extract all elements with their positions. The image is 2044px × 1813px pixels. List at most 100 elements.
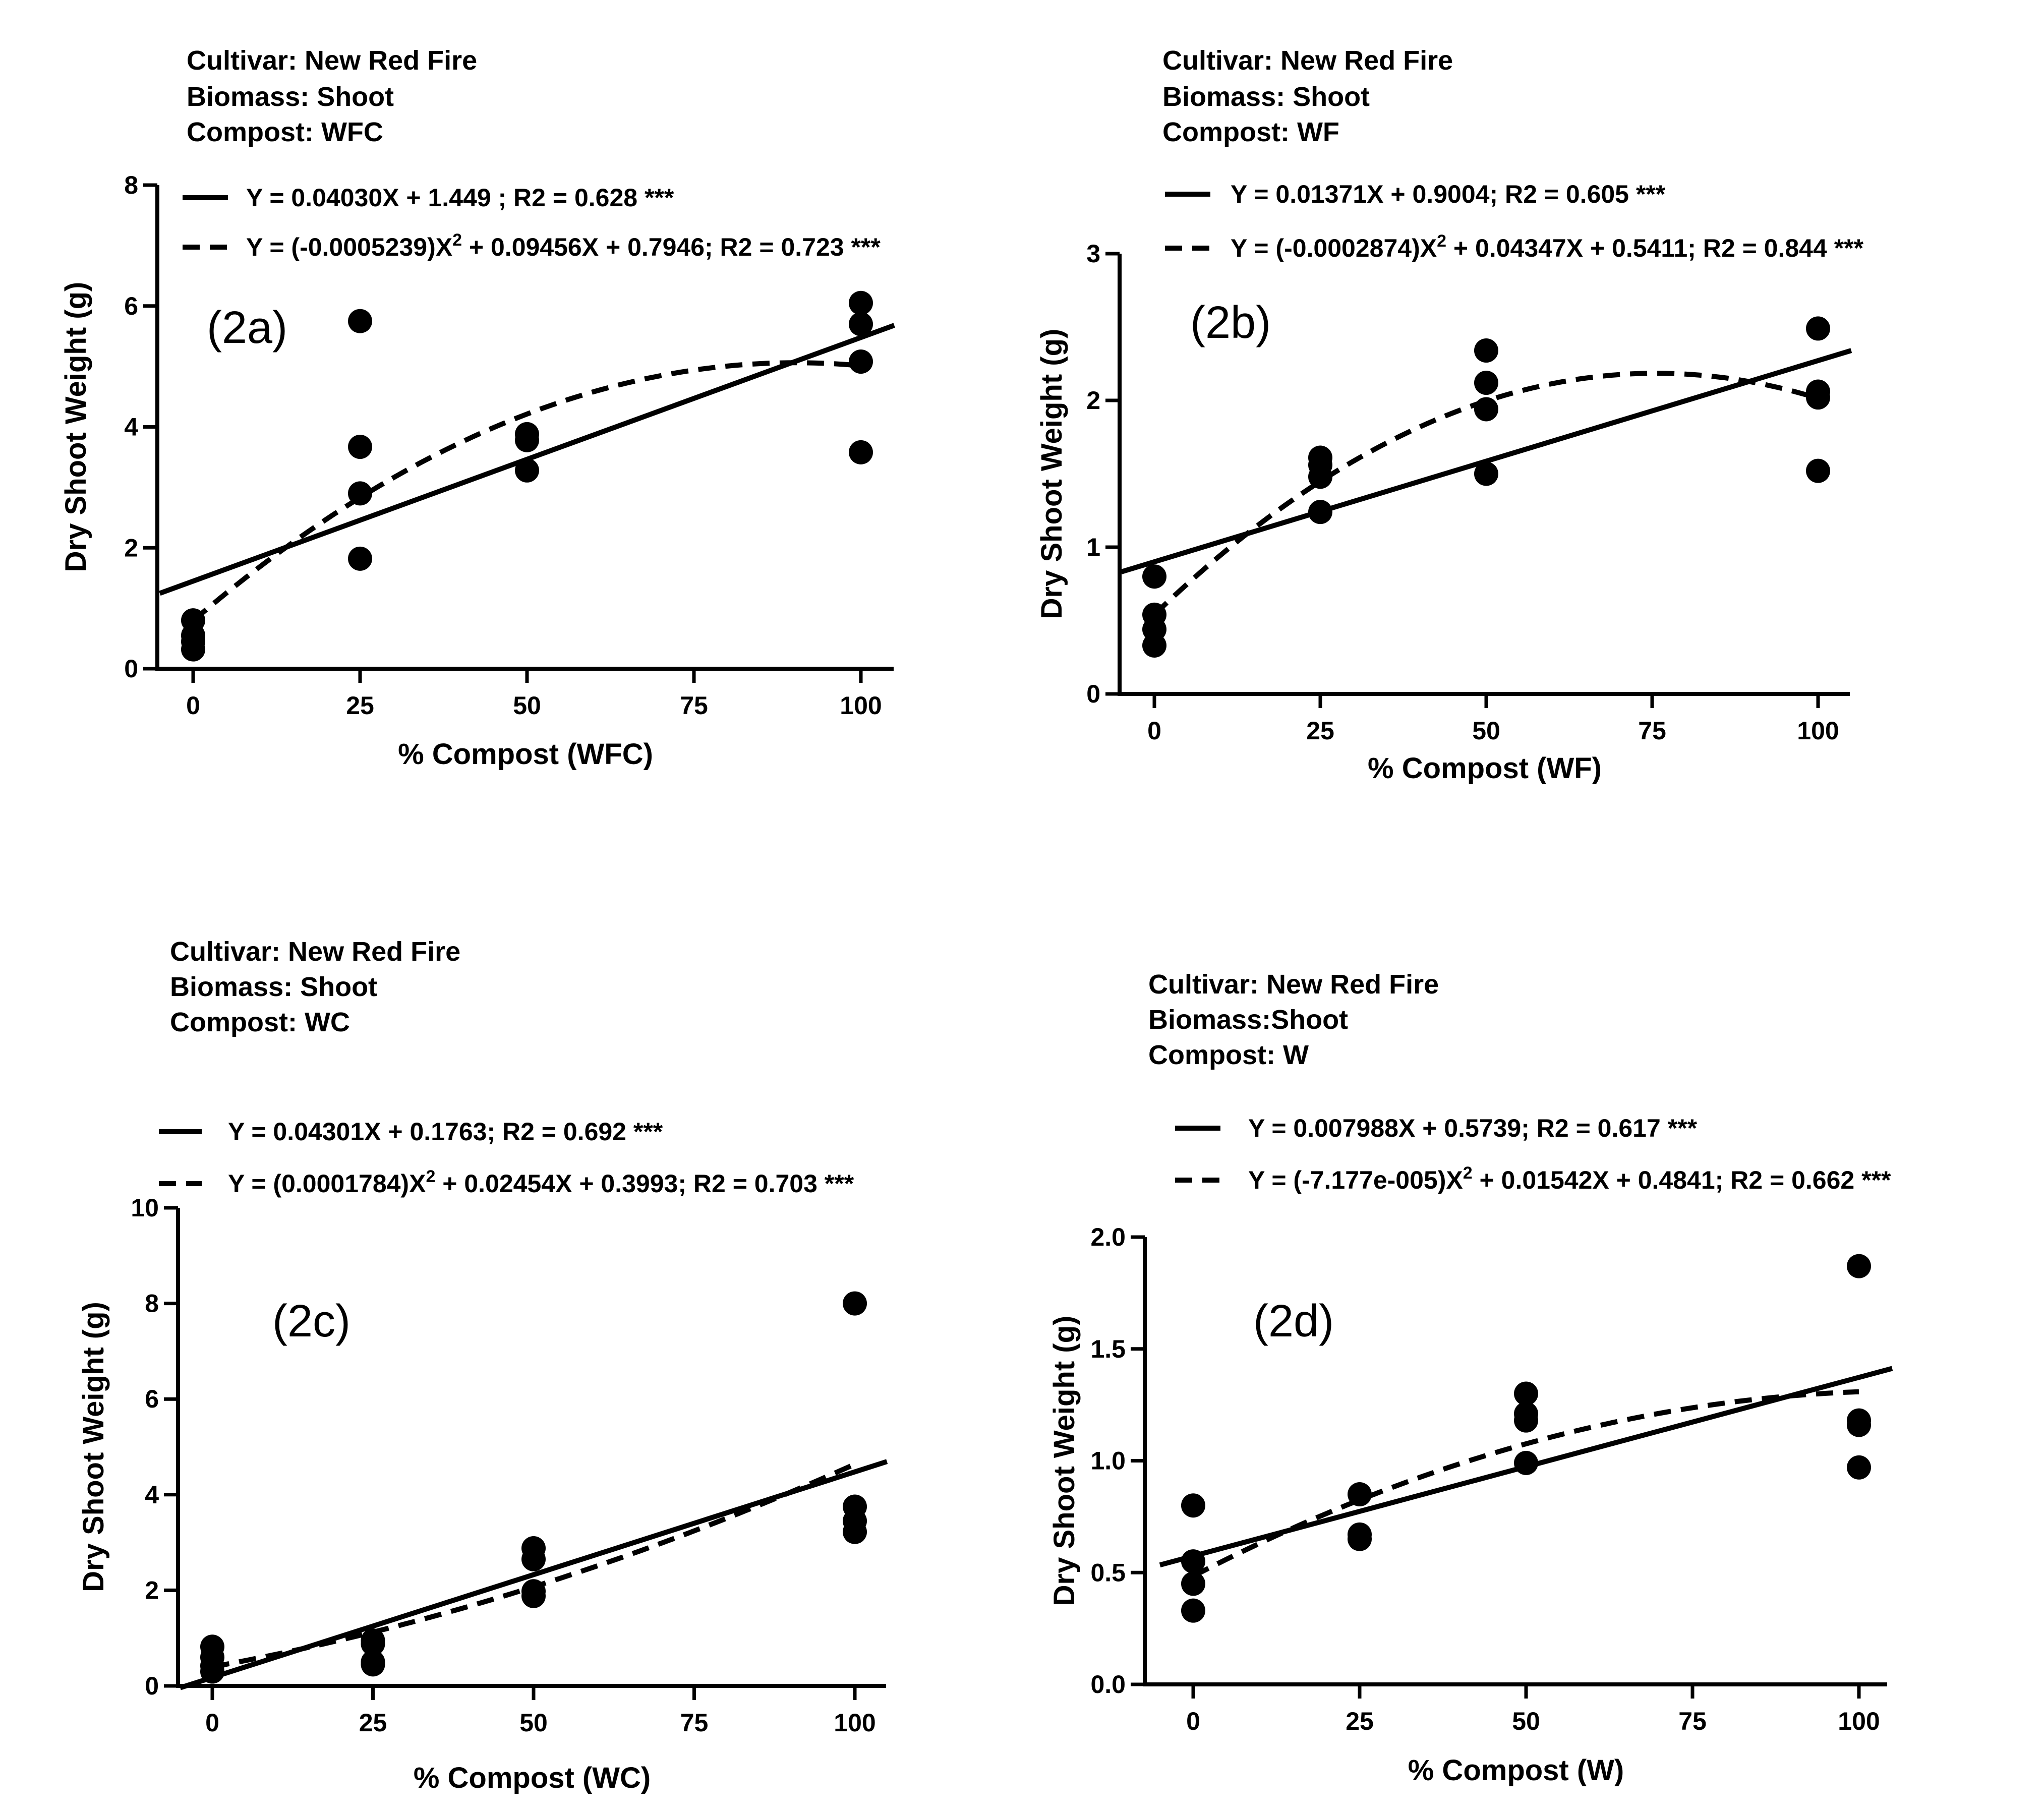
x-axis-label: % Compost (WFC) <box>398 738 653 771</box>
y-tick-label: 10 <box>131 1194 159 1222</box>
panel-header-line: Biomass: Shoot <box>187 82 394 112</box>
data-point <box>1847 1254 1871 1278</box>
panel-label: (2c) <box>272 1296 351 1347</box>
legend-entry: Y = (0.0001784)X2 + 0.02454X + 0.3993; R… <box>228 1167 854 1198</box>
legend-superscript: 2 <box>452 230 462 250</box>
x-tick-label: 75 <box>1678 1707 1707 1735</box>
data-point <box>1181 1549 1205 1574</box>
x-tick-label: 50 <box>513 691 541 720</box>
x-tick-label: 0 <box>1147 717 1161 745</box>
y-tick-label: 0 <box>1086 680 1100 708</box>
x-tick-label: 50 <box>519 1709 548 1737</box>
data-point <box>1142 564 1166 589</box>
legend-entry: Y = (-0.0002874)X2 + 0.04347X + 0.5411; … <box>1231 231 1864 262</box>
data-point <box>1847 1455 1871 1480</box>
panel-header-line: Biomass: Shoot <box>170 972 377 1002</box>
legend-text: Y = 0.007988X + 0.5739; R2 = 0.617 *** <box>1248 1114 1698 1142</box>
data-point <box>849 349 873 374</box>
data-point <box>843 1519 867 1544</box>
y-tick-label: 2 <box>145 1576 159 1604</box>
chart-panel-3: Cultivar: New Red Fire Biomass: Shoot Comp… <box>77 937 888 1794</box>
quadratic-fit-curve <box>191 360 861 623</box>
chart-panel-1: Cultivar: New Red Fire Biomass: Shoot Comp… <box>60 45 895 771</box>
data-point <box>361 1631 385 1656</box>
x-tick-label: 75 <box>680 691 708 720</box>
data-point <box>521 1584 546 1608</box>
legend-superscript: 2 <box>1463 1163 1473 1183</box>
y-tick-label: 6 <box>145 1385 159 1413</box>
panel-header-line: Compost: WF <box>1162 117 1339 147</box>
legend-text: Y = (0.0001784)X <box>228 1169 426 1198</box>
panel-label: (2b) <box>1190 298 1271 348</box>
legend-entry: Y = 0.04301X + 0.1763; R2 = 0.692 *** <box>228 1118 663 1146</box>
y-tick-label: 1.0 <box>1090 1447 1126 1475</box>
legend-text: Y = 0.01371X + 0.9004; R2 = 0.605 *** <box>1231 180 1666 208</box>
data-point <box>1474 397 1498 422</box>
data-point <box>1308 500 1332 524</box>
legend-text: Y = 0.04301X + 0.1763; R2 = 0.692 *** <box>228 1118 663 1146</box>
y-tick-label: 3 <box>1086 240 1100 268</box>
data-point <box>200 1659 224 1684</box>
legend-text: Y = (-0.0005239)X <box>246 233 452 261</box>
legend-text-rest: + 0.02454X + 0.3993; R2 = 0.703 *** <box>435 1169 854 1198</box>
y-tick-label: 1.5 <box>1090 1335 1126 1363</box>
data-point <box>1847 1413 1871 1437</box>
x-axis-label: % Compost (WC) <box>414 1762 651 1794</box>
x-tick-label: 50 <box>1472 717 1500 745</box>
data-point <box>181 637 205 662</box>
data-point <box>849 290 873 315</box>
data-point <box>1514 1381 1538 1406</box>
legend-text-rest: + 0.01542X + 0.4841; R2 = 0.662 *** <box>1473 1166 1891 1194</box>
y-tick-label: 4 <box>124 413 138 441</box>
legend-superscript: 2 <box>1437 231 1446 251</box>
y-tick-label: 0.5 <box>1090 1558 1126 1587</box>
panel-header-line: Biomass: Shoot <box>1162 82 1370 112</box>
legend-entry: Y = (-7.177e-005)X2 + 0.01542X + 0.4841;… <box>1248 1163 1891 1194</box>
y-tick-label: 4 <box>145 1481 159 1509</box>
data-point <box>1348 1527 1372 1551</box>
data-point <box>348 481 372 506</box>
y-tick-label: 1 <box>1086 533 1100 561</box>
data-point <box>1806 316 1830 341</box>
quadratic-fit-curve <box>1192 1389 1859 1578</box>
panel-header-line: Biomass:Shoot <box>1148 1005 1348 1035</box>
data-point <box>1514 1450 1538 1475</box>
legend-text: Y = (-7.177e-005)X <box>1248 1166 1463 1194</box>
data-point <box>1348 1482 1372 1507</box>
y-axis-label: Dry Shoot Weight (g) <box>1035 329 1068 619</box>
x-tick-label: 100 <box>834 1709 875 1737</box>
data-point <box>1181 1493 1205 1518</box>
panel-header-line: Compost: WC <box>170 1007 350 1037</box>
data-point <box>1806 385 1830 410</box>
data-point <box>348 435 372 459</box>
data-point <box>1474 371 1498 395</box>
x-tick-label: 0 <box>1186 1707 1200 1735</box>
panel-header-line: Cultivar: New Red Fire <box>1162 45 1453 76</box>
y-tick-label: 0 <box>124 655 138 683</box>
y-tick-label: 8 <box>145 1290 159 1318</box>
chart-panel-4: Cultivar: New Red Fire Biomass:Shoot Compo… <box>1048 969 1893 1787</box>
panel-header-line: Compost: W <box>1148 1040 1309 1070</box>
x-tick-label: 0 <box>186 691 200 720</box>
legend-entry: Y = 0.007988X + 0.5739; R2 = 0.617 *** <box>1248 1114 1698 1142</box>
y-tick-label: 6 <box>124 292 138 320</box>
data-point <box>1806 458 1830 483</box>
y-axis-label: Dry Shoot Weight (g) <box>77 1302 110 1592</box>
data-point <box>1181 1598 1205 1623</box>
x-tick-label: 25 <box>346 691 374 720</box>
x-tick-label: 100 <box>840 691 882 720</box>
x-tick-label: 75 <box>1638 717 1666 745</box>
data-point <box>1181 1571 1205 1596</box>
x-tick-label: 75 <box>680 1709 709 1737</box>
legend-text-rest: + 0.04347X + 0.5411; R2 = 0.844 *** <box>1446 234 1864 262</box>
data-point <box>348 309 372 333</box>
data-point <box>515 428 539 452</box>
data-point <box>849 440 873 464</box>
data-point <box>843 1291 867 1316</box>
y-axis-label: Dry Shoot Weight (g) <box>1048 1316 1081 1606</box>
legend-entry: Y = 0.01371X + 0.9004; R2 = 0.605 *** <box>1231 180 1666 208</box>
x-tick-label: 50 <box>1512 1707 1540 1735</box>
data-point <box>515 458 539 483</box>
data-point <box>849 312 873 336</box>
x-tick-label: 0 <box>205 1709 219 1737</box>
